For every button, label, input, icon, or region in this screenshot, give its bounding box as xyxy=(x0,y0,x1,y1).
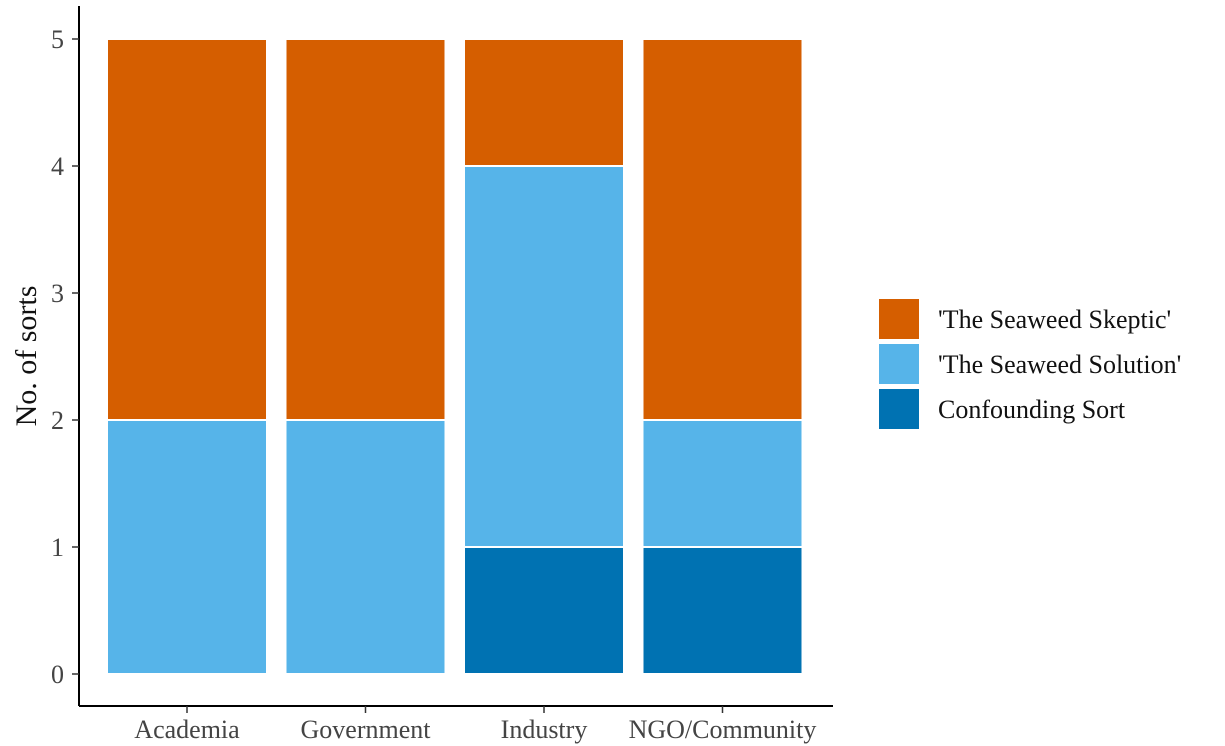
legend: 'The Seaweed Skeptic' 'The Seaweed Soluti… xyxy=(877,297,1181,431)
legend-swatch xyxy=(877,297,921,341)
x-tick-label: Academia xyxy=(134,715,240,744)
x-tick-label: Industry xyxy=(501,715,588,744)
bar-segment xyxy=(463,546,625,675)
legend-label: 'The Seaweed Solution' xyxy=(938,350,1181,379)
legend-swatch xyxy=(877,387,921,431)
y-ticks: 0 1 2 3 4 5 xyxy=(51,25,79,689)
y-tick-label: 3 xyxy=(51,279,64,308)
x-tick-label: NGO/Community xyxy=(629,715,817,744)
y-axis-title: No. of sorts xyxy=(10,286,43,427)
y-tick-label: 1 xyxy=(51,533,64,562)
legend-swatch xyxy=(877,342,921,386)
bar-segment xyxy=(641,546,804,675)
bar-segment xyxy=(284,419,447,675)
y-tick-label: 2 xyxy=(51,406,64,435)
bars-layer xyxy=(106,38,804,675)
bar-segment xyxy=(463,165,625,548)
bar-segment xyxy=(106,38,268,421)
bar-segment xyxy=(106,419,268,675)
y-tick-label: 4 xyxy=(51,152,64,181)
y-tick-label: 5 xyxy=(51,25,64,54)
bar-segment xyxy=(284,38,447,421)
x-tick-label: Government xyxy=(301,715,432,744)
y-tick-label: 0 xyxy=(51,660,64,689)
bar-segment xyxy=(463,38,625,167)
bar-segment xyxy=(641,38,804,421)
bar-segment xyxy=(641,419,804,548)
x-ticks: Academia Government Industry NGO/Community xyxy=(134,706,816,744)
legend-label: Confounding Sort xyxy=(938,395,1126,424)
legend-label: 'The Seaweed Skeptic' xyxy=(938,305,1171,334)
